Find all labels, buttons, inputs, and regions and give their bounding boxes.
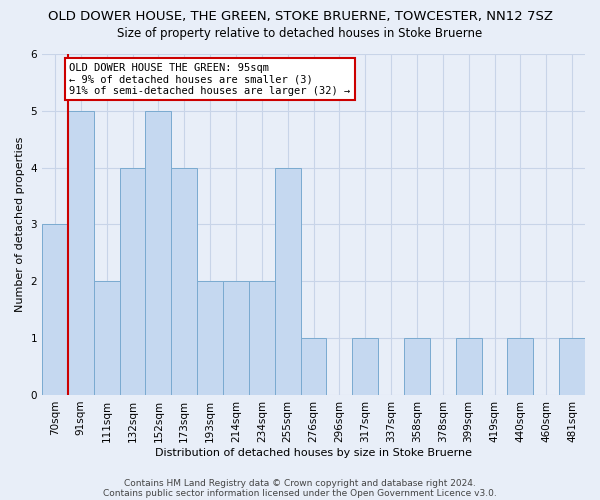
Bar xyxy=(42,224,68,395)
Bar xyxy=(172,168,197,395)
Bar xyxy=(275,168,301,395)
Y-axis label: Number of detached properties: Number of detached properties xyxy=(15,137,25,312)
Bar xyxy=(249,282,275,395)
Bar xyxy=(68,111,94,395)
Bar xyxy=(404,338,430,395)
Bar xyxy=(456,338,482,395)
Bar xyxy=(301,338,326,395)
Bar xyxy=(145,111,172,395)
Bar xyxy=(223,282,249,395)
Bar xyxy=(94,282,119,395)
Text: OLD DOWER HOUSE, THE GREEN, STOKE BRUERNE, TOWCESTER, NN12 7SZ: OLD DOWER HOUSE, THE GREEN, STOKE BRUERN… xyxy=(47,10,553,23)
Text: Size of property relative to detached houses in Stoke Bruerne: Size of property relative to detached ho… xyxy=(118,28,482,40)
Bar xyxy=(352,338,378,395)
Bar xyxy=(119,168,145,395)
X-axis label: Distribution of detached houses by size in Stoke Bruerne: Distribution of detached houses by size … xyxy=(155,448,472,458)
Text: Contains public sector information licensed under the Open Government Licence v3: Contains public sector information licen… xyxy=(103,488,497,498)
Text: Contains HM Land Registry data © Crown copyright and database right 2024.: Contains HM Land Registry data © Crown c… xyxy=(124,478,476,488)
Bar xyxy=(508,338,533,395)
Bar xyxy=(197,282,223,395)
Text: OLD DOWER HOUSE THE GREEN: 95sqm
← 9% of detached houses are smaller (3)
91% of : OLD DOWER HOUSE THE GREEN: 95sqm ← 9% of… xyxy=(69,62,350,96)
Bar xyxy=(559,338,585,395)
